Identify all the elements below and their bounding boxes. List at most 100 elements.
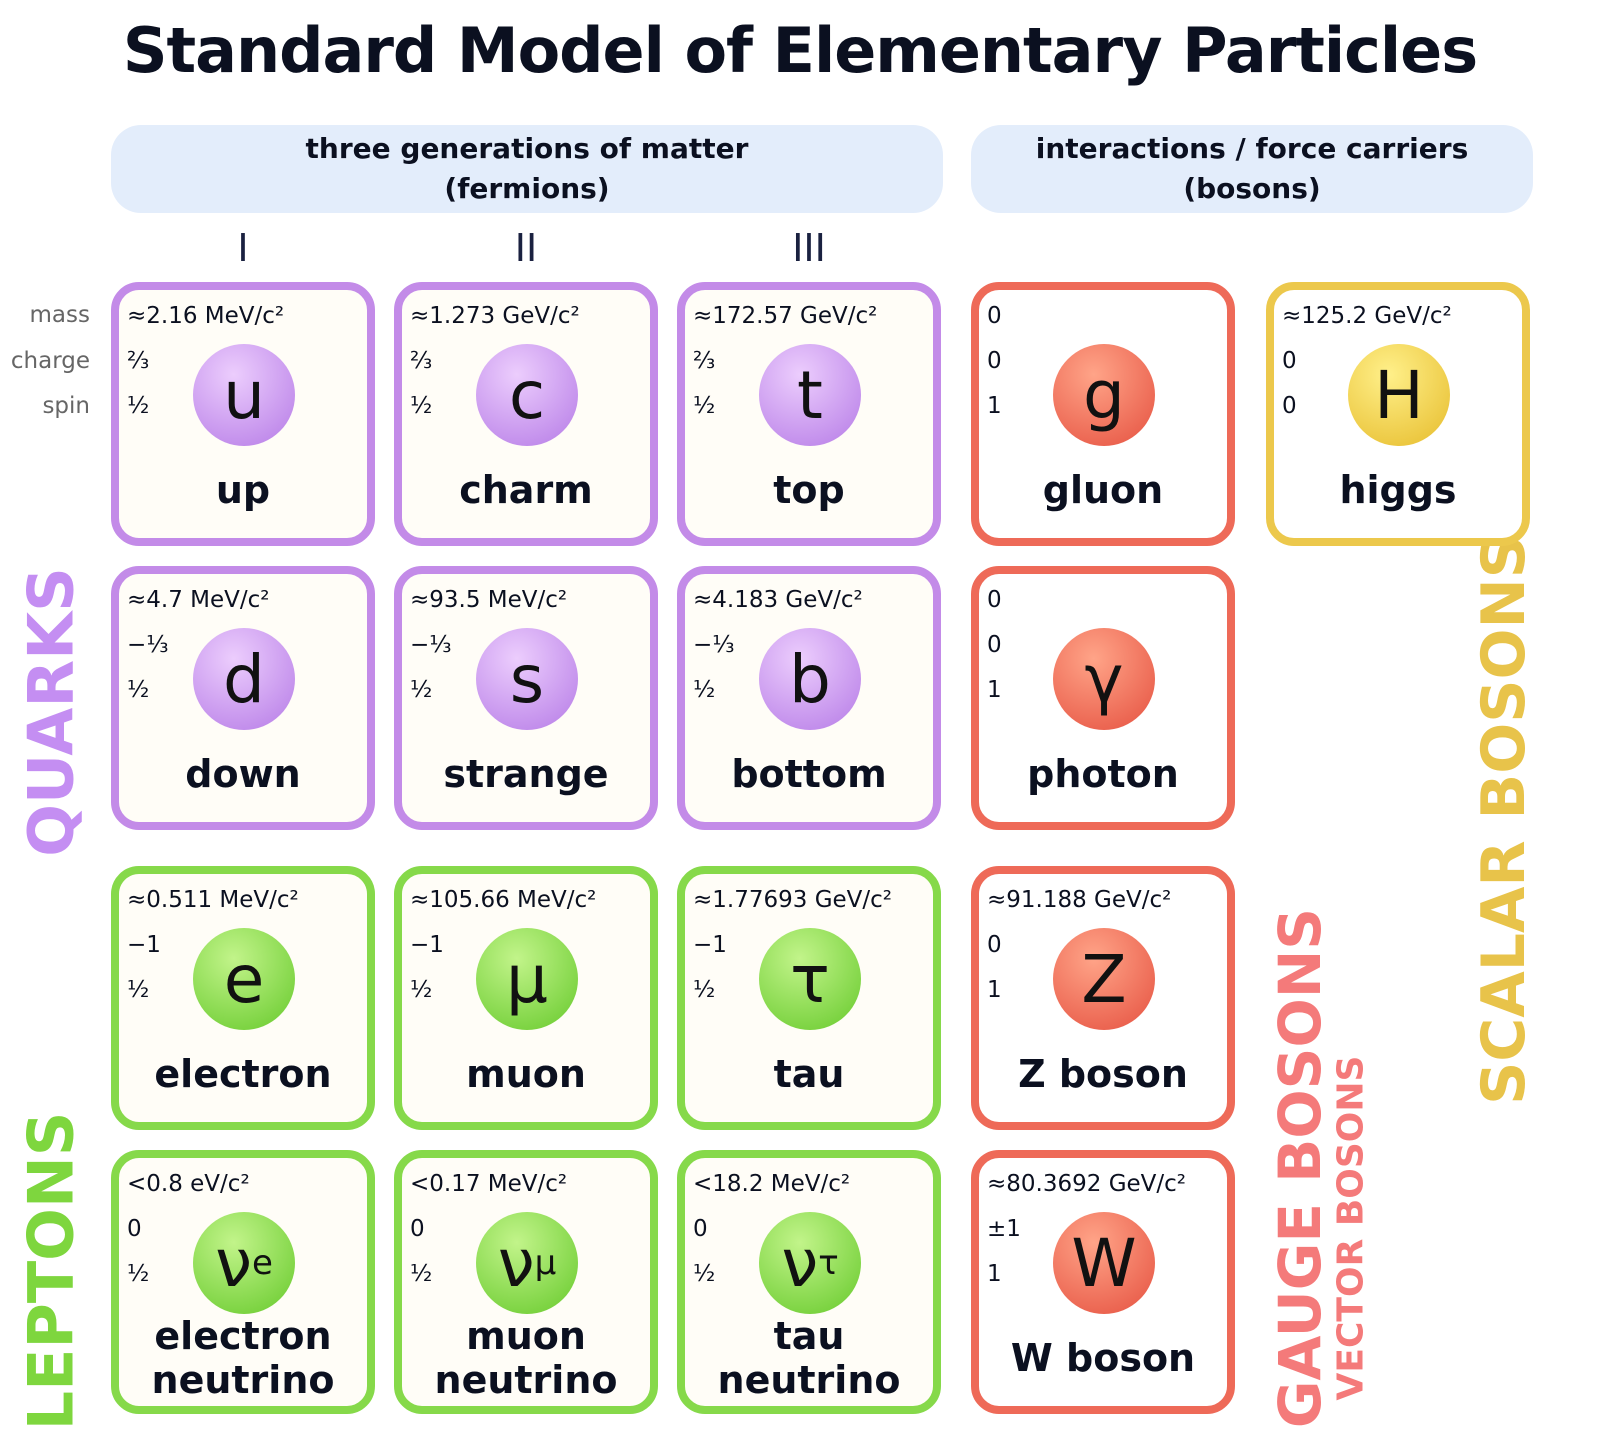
particle-mass: <0.17 MeV/c²: [410, 1171, 568, 1197]
particle-mass: ≈4.183 GeV/c²: [693, 587, 863, 613]
symbol-text: γ: [1084, 640, 1124, 718]
property-label: charge: [10, 348, 90, 374]
symbol-text: s: [509, 640, 545, 718]
symbol-subscript: e: [251, 1243, 273, 1283]
particle-spin: ½: [693, 1261, 716, 1287]
generation-label: III: [792, 226, 826, 270]
particle-spin: 1: [987, 1261, 1002, 1287]
group-label: QUARKS: [14, 567, 88, 857]
group-label: SCALAR BOSONS: [1469, 535, 1539, 1105]
particle-name: electron neutrino: [151, 1314, 335, 1402]
particle-charge: ⅔: [127, 348, 150, 374]
particle-symbol: W: [1053, 1212, 1155, 1314]
particle-charge: 0: [987, 932, 1002, 958]
symbol-text: Z: [1081, 940, 1127, 1018]
particle-spin: ½: [127, 1261, 150, 1287]
particle-name: down: [185, 752, 301, 796]
particle-card: 0 0 1 g gluon: [971, 282, 1235, 546]
particle-mass: ≈1.273 GeV/c²: [410, 303, 580, 329]
particle-name: higgs: [1339, 468, 1457, 512]
particle-name: strange: [443, 752, 609, 796]
particle-symbol: b: [759, 628, 861, 730]
particle-spin: 0: [1282, 393, 1297, 419]
symbol-subscript: τ: [818, 1243, 839, 1283]
particle-card: ≈1.77693 GeV/c² −1 ½ τ tau: [677, 866, 941, 1130]
particle-symbol: u: [193, 344, 295, 446]
symbol-text: d: [223, 640, 265, 718]
particle-charge: −1: [693, 932, 727, 958]
particle-symbol: g: [1053, 344, 1155, 446]
particle-card: ≈80.3692 GeV/c² ±1 1 W W boson: [971, 1150, 1235, 1414]
particle-name: top: [773, 468, 845, 512]
particle-symbol: H: [1348, 344, 1450, 446]
particle-charge: −⅓: [127, 632, 169, 658]
particle-card: <18.2 MeV/c² 0 ½ ν τ tau neutrino: [677, 1150, 941, 1414]
group-label: LEPTONS: [14, 1111, 88, 1431]
symbol-subscript: μ: [534, 1243, 557, 1283]
particle-name: photon: [1027, 752, 1179, 796]
particle-charge: 0: [693, 1216, 708, 1242]
symbol-text: u: [223, 356, 265, 434]
particle-name: gluon: [1042, 468, 1164, 512]
particle-name: bottom: [731, 752, 887, 796]
symbol-text: c: [508, 356, 546, 434]
fermions-header: three generations of matter (fermions): [111, 125, 943, 213]
symbol-text: μ: [506, 940, 548, 1018]
particle-card: 0 0 1 γ photon: [971, 566, 1235, 830]
particle-card: <0.8 eV/c² 0 ½ ν e electron neutrino: [111, 1150, 375, 1414]
particle-spin: ½: [693, 393, 716, 419]
particle-name: up: [215, 468, 271, 512]
particle-charge: ±1: [987, 1216, 1021, 1242]
symbol-text: ν: [215, 1224, 252, 1302]
particle-name: muon: [466, 1052, 586, 1096]
particle-spin: ½: [127, 977, 150, 1003]
symbol-text: g: [1083, 356, 1125, 434]
particle-mass: ≈1.77693 GeV/c²: [693, 887, 893, 913]
particle-name: electron: [154, 1052, 332, 1096]
particle-mass: <18.2 MeV/c²: [693, 1171, 851, 1197]
particle-spin: ½: [410, 393, 433, 419]
particle-card: <0.17 MeV/c² 0 ½ ν μ muon neutrino: [394, 1150, 658, 1414]
particle-spin: ½: [127, 677, 150, 703]
particle-mass: <0.8 eV/c²: [127, 1171, 250, 1197]
particle-spin: ½: [410, 677, 433, 703]
bosons-header: interactions / force carriers (bosons): [971, 125, 1533, 213]
symbol-text: H: [1374, 356, 1424, 434]
particle-charge: −1: [410, 932, 444, 958]
particle-mass: ≈93.5 MeV/c²: [410, 587, 568, 613]
particle-mass: ≈91.188 GeV/c²: [987, 887, 1172, 913]
symbol-text: ν: [781, 1224, 819, 1302]
particle-name: muon neutrino: [434, 1314, 618, 1402]
particle-name: charm: [459, 468, 593, 512]
particle-name: tau: [773, 1052, 845, 1096]
particle-name: tau neutrino: [717, 1314, 901, 1402]
particle-charge: ⅔: [410, 348, 433, 374]
particle-charge: 0: [410, 1216, 425, 1242]
particle-spin: 1: [987, 977, 1002, 1003]
particle-symbol: e: [193, 928, 295, 1030]
particle-mass: ≈125.2 GeV/c²: [1282, 303, 1452, 329]
property-label: spin: [42, 393, 90, 419]
symbol-text: e: [223, 940, 265, 1018]
particle-spin: ½: [410, 977, 433, 1003]
particle-spin: ½: [127, 393, 150, 419]
particle-spin: 1: [987, 677, 1002, 703]
particle-spin: 1: [987, 393, 1002, 419]
group-label: GAUGE BOSONS: [1266, 907, 1334, 1429]
particle-card: ≈172.57 GeV/c² ⅔ ½ t top: [677, 282, 941, 546]
particle-mass: 0: [987, 303, 1002, 329]
particle-spin: ½: [410, 1261, 433, 1287]
symbol-text: τ: [790, 940, 830, 1018]
particle-symbol: t: [759, 344, 861, 446]
title: Standard Model of Elementary Particles: [122, 14, 1478, 87]
particle-card: ≈0.511 MeV/c² −1 ½ e electron: [111, 866, 375, 1130]
particle-mass: ≈4.7 MeV/c²: [127, 587, 270, 613]
particle-name: Z boson: [1018, 1052, 1188, 1096]
particle-mass: ≈80.3692 GeV/c²: [987, 1171, 1187, 1197]
particle-card: ≈4.7 MeV/c² −⅓ ½ d down: [111, 566, 375, 830]
